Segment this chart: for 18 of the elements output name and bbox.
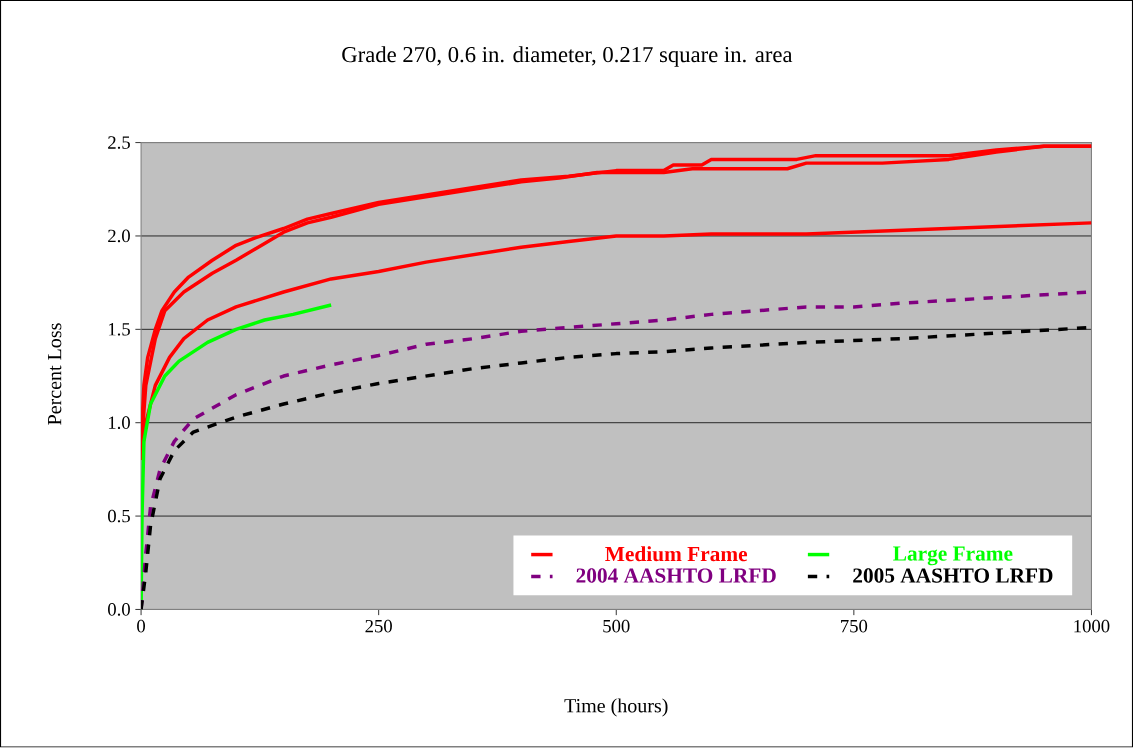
text: Large Frame: [893, 546, 1013, 566]
legend-label: 2005 AASHTO LRFD: [853, 568, 1053, 583]
y-tick-label: 2.0: [108, 229, 130, 243]
y-axis-title: Percent Loss: [48, 323, 62, 426]
y-tick-label: 1.0: [108, 416, 130, 430]
chart-title: Grade 270, 0.6 in. diameter, 0.217 square in. area: [342, 46, 793, 68]
y-tick-label: 1.5: [108, 323, 130, 336]
text: Medium Frame: [605, 546, 748, 562]
x-axis-title: Time (hours): [564, 698, 668, 717]
x-tick-label: 250: [365, 620, 392, 633]
x-tick-label: 1000: [1074, 620, 1110, 633]
y-tick-label: 2.5: [108, 136, 130, 150]
y-tick-label: 0.0: [108, 603, 130, 617]
y-tick-label: 0.5: [108, 509, 130, 523]
x-tick-label: 750: [841, 620, 868, 633]
x-tick-label: 0: [137, 620, 146, 633]
legend-label: 2004 AASHTO LRFD: [576, 568, 776, 583]
x-tick-label: 500: [603, 620, 630, 633]
